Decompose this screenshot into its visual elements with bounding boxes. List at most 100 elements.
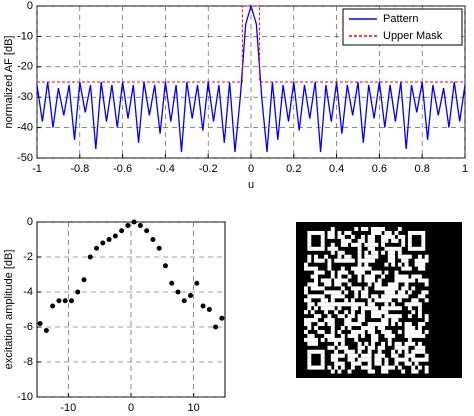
qr-module (401, 234, 406, 239)
qr-module (367, 266, 372, 271)
qr-module (404, 341, 409, 346)
qr-module (397, 262, 402, 267)
qr-module (354, 322, 359, 327)
qr-module (404, 278, 409, 283)
qr-module (417, 258, 422, 263)
qr-module (324, 282, 329, 287)
qr-module (347, 302, 352, 307)
qr-module (330, 227, 335, 231)
qr-module (314, 318, 318, 323)
qr-module (364, 326, 369, 330)
qr-module (327, 262, 332, 267)
qr-module (327, 322, 332, 327)
qr-module (327, 266, 332, 271)
qr-module (334, 258, 339, 263)
qr-module (330, 250, 335, 255)
qr-module (350, 349, 355, 354)
qr-module (314, 274, 318, 279)
qr-module (307, 234, 312, 239)
qr-module (360, 290, 365, 295)
qr-module (344, 230, 349, 235)
scatter-point (81, 277, 87, 283)
qr-module (371, 238, 375, 243)
qr-module (411, 298, 416, 303)
qr-module (364, 266, 369, 271)
qr-module (354, 353, 359, 358)
qr-module (424, 282, 429, 287)
y-tick-label: -50 (17, 152, 33, 164)
qr-module (367, 238, 372, 243)
qr-module (324, 302, 329, 307)
qr-module (367, 254, 372, 259)
qr-module (377, 278, 382, 283)
y-tick-label: -4 (23, 286, 33, 298)
qr-module (314, 349, 318, 354)
qr-module (327, 318, 332, 323)
qr-module (317, 349, 322, 354)
qr-module (360, 306, 365, 311)
qr-module (327, 314, 332, 319)
qr-module (407, 278, 412, 283)
qr-module (340, 361, 345, 366)
qr-module (404, 353, 409, 358)
qr-module (350, 310, 355, 315)
qr-module (364, 262, 369, 267)
qr-module (414, 329, 419, 334)
qr-module (307, 318, 312, 323)
qr-module (330, 322, 335, 327)
qr-module (320, 322, 325, 327)
qr-module (320, 329, 325, 334)
qr-module (371, 227, 375, 231)
qr-module (417, 302, 422, 307)
qr-module (307, 306, 312, 311)
qr-module (397, 345, 402, 350)
qr-module (304, 298, 308, 303)
qr-module (381, 369, 386, 374)
qr-module (411, 310, 416, 315)
qr-module (404, 322, 409, 327)
qr-module (377, 227, 382, 231)
qr-module (330, 369, 335, 374)
qr-module (414, 357, 419, 362)
qr-module (387, 365, 392, 370)
x-tick-label: -0.4 (156, 163, 175, 175)
qr-module (324, 306, 329, 311)
qr-module (417, 329, 422, 334)
qr-module (391, 238, 396, 243)
qr-module (397, 322, 402, 327)
qr-module (417, 274, 422, 279)
qr-module (407, 326, 412, 330)
qr-module (330, 234, 335, 239)
qr-module (350, 365, 355, 370)
qr-module (394, 318, 399, 323)
qr-module (340, 294, 345, 299)
qr-module (364, 278, 369, 283)
qr-module (407, 230, 412, 235)
qr-module (404, 333, 409, 338)
qr-module (371, 270, 375, 275)
qr-module (407, 353, 412, 358)
legend-label: Upper Mask (383, 30, 443, 42)
qr-module (327, 337, 332, 342)
qr-module (374, 242, 379, 247)
qr-module (411, 369, 416, 374)
qr-module (401, 274, 406, 279)
y-tick-label: -6 (23, 321, 33, 333)
qr-module (364, 258, 369, 263)
qr-module (407, 341, 412, 346)
qr-module (330, 246, 335, 251)
qr-module (337, 234, 342, 239)
qr-module (357, 302, 362, 307)
qr-module (417, 310, 422, 315)
qr-module (384, 333, 389, 338)
qr-module (374, 282, 379, 287)
qr-module (417, 254, 422, 259)
qr-module (371, 234, 375, 239)
qr-module (374, 227, 379, 231)
qr-module (334, 310, 339, 315)
qr-module (414, 345, 419, 350)
qr-module (350, 361, 355, 366)
qr-module (357, 278, 362, 283)
qr-module (327, 258, 332, 263)
scatter-point (125, 223, 131, 228)
